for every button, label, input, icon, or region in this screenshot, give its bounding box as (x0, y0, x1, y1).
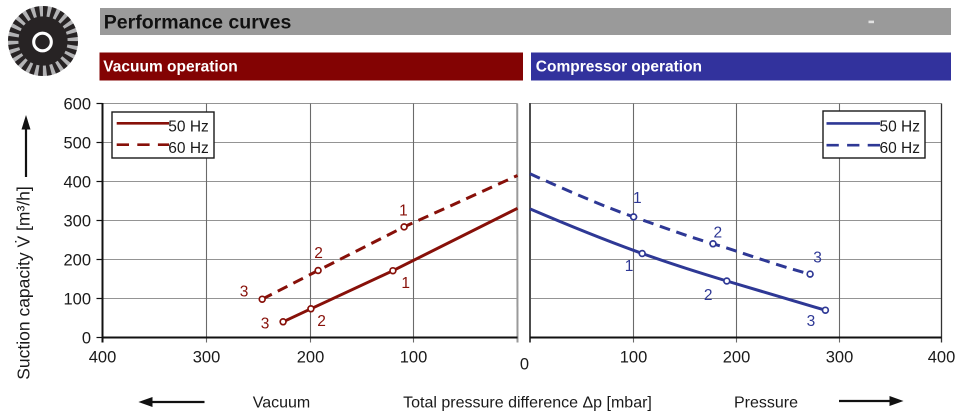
svg-text:3: 3 (807, 313, 816, 330)
svg-text:50 Hz: 50 Hz (168, 119, 209, 136)
svg-text:1: 1 (633, 190, 642, 207)
svg-text:1: 1 (625, 258, 634, 275)
svg-text:400: 400 (89, 349, 117, 367)
svg-text:Total pressure difference Δp [: Total pressure difference Δp [mbar] (403, 395, 652, 412)
svg-text:500: 500 (63, 134, 91, 152)
svg-text:Vacuum operation: Vacuum operation (103, 58, 237, 75)
svg-text:2: 2 (713, 224, 722, 241)
svg-text:300: 300 (193, 349, 221, 367)
svg-text:0: 0 (82, 329, 91, 347)
svg-text:0: 0 (520, 356, 529, 374)
svg-text:300: 300 (826, 349, 854, 367)
svg-text:2: 2 (704, 287, 713, 304)
svg-text:2: 2 (317, 313, 326, 330)
svg-text:400: 400 (63, 173, 91, 191)
svg-text:60 Hz: 60 Hz (168, 140, 209, 157)
svg-text:50 Hz: 50 Hz (880, 119, 921, 136)
svg-text:1: 1 (399, 203, 408, 220)
svg-text:60 Hz: 60 Hz (880, 140, 921, 157)
svg-text:200: 200 (723, 349, 751, 367)
svg-text:2: 2 (314, 245, 323, 262)
svg-text:1: 1 (401, 275, 410, 292)
svg-text:Pressure: Pressure (734, 395, 798, 412)
svg-text:100: 100 (63, 290, 91, 308)
svg-text:Suction capacity V̇ [m³/h]: Suction capacity V̇ [m³/h] (14, 186, 34, 380)
svg-text:200: 200 (297, 349, 325, 367)
svg-text:3: 3 (240, 284, 249, 301)
svg-text:Compressor operation: Compressor operation (536, 58, 702, 75)
svg-text:600: 600 (63, 95, 91, 113)
svg-text:Vacuum: Vacuum (253, 395, 311, 412)
svg-text:100: 100 (400, 349, 428, 367)
svg-text:3: 3 (261, 316, 270, 333)
svg-text:3: 3 (813, 250, 822, 267)
svg-text:400: 400 (928, 349, 956, 367)
svg-text:100: 100 (620, 349, 648, 367)
svg-text:300: 300 (63, 212, 91, 230)
svg-text:Performance curves: Performance curves (104, 12, 292, 34)
svg-text:200: 200 (63, 251, 91, 269)
